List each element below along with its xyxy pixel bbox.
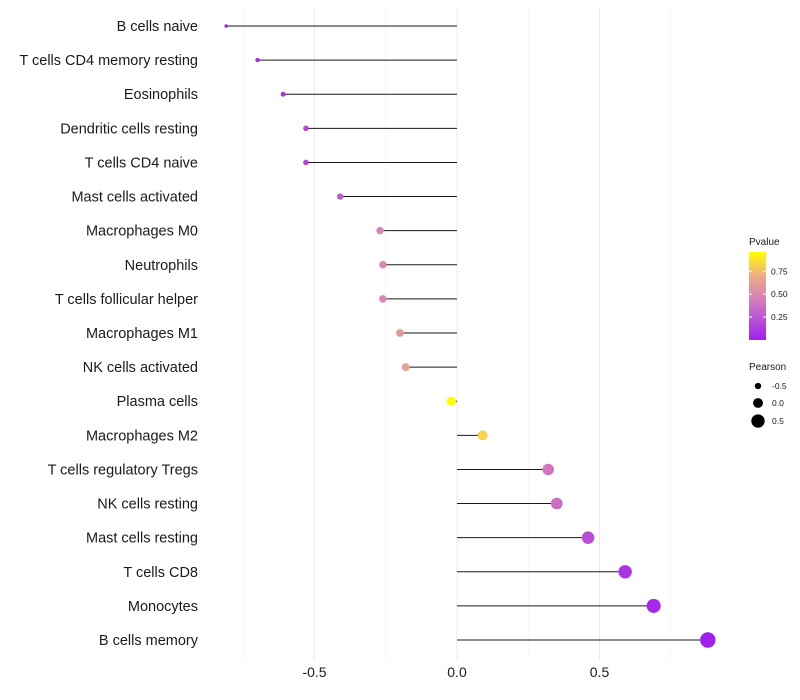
color-bar-ticks: 0.25 0.50 0.75 xyxy=(749,266,788,322)
size-legend-label: 0.0 xyxy=(772,398,784,408)
data-point xyxy=(224,24,228,28)
category-label: Dendritic cells resting xyxy=(60,121,198,137)
data-point xyxy=(550,497,563,510)
category-label: Macrophages M1 xyxy=(86,326,198,342)
color-bar-tick-label: 0.50 xyxy=(771,289,788,299)
category-label: NK cells resting xyxy=(97,497,198,513)
color-bar-tick-label: 0.25 xyxy=(771,312,788,322)
size-legend-label: -0.5 xyxy=(772,381,787,391)
x-tick-label: 0.5 xyxy=(590,664,610,680)
category-label: T cells CD4 naive xyxy=(85,155,198,171)
data-point xyxy=(379,261,387,269)
data-point xyxy=(280,91,286,97)
data-point xyxy=(700,632,716,648)
legend: Pvalue 0.25 0.50 0.75 Pearson -0.5 0.0 0.5 xyxy=(749,237,788,428)
data-point xyxy=(303,159,309,166)
data-point xyxy=(542,463,554,476)
stems xyxy=(226,25,708,641)
category-label: Plasma cells xyxy=(117,394,198,410)
category-label: T cells follicular helper xyxy=(55,292,198,308)
category-label: B cells memory xyxy=(99,633,199,649)
category-label: NK cells activated xyxy=(83,360,198,376)
legend-size-title: Pearson xyxy=(749,362,786,373)
x-tick-label: -0.5 xyxy=(302,664,326,680)
x-axis-ticks: -0.5 0.0 0.5 xyxy=(302,664,609,680)
data-point xyxy=(477,430,488,441)
size-legend-dot xyxy=(754,382,762,390)
size-legend-dot xyxy=(751,414,765,428)
category-label: B cells naive xyxy=(117,19,198,35)
category-label: T cells CD4 memory resting xyxy=(19,53,198,69)
data-point xyxy=(618,565,632,579)
color-bar-tick-label: 0.75 xyxy=(771,266,788,276)
data-point xyxy=(303,125,309,132)
category-label: T cells regulatory Tregs xyxy=(48,462,198,478)
category-label: Monocytes xyxy=(128,599,198,615)
data-point xyxy=(376,226,384,235)
data-point xyxy=(401,363,410,372)
category-label: Macrophages M0 xyxy=(86,224,198,240)
category-label: Macrophages M2 xyxy=(86,428,198,444)
data-point xyxy=(379,295,387,303)
size-legend-label: 0.5 xyxy=(772,416,784,426)
legend-color-title: Pvalue xyxy=(749,237,780,248)
points xyxy=(224,24,716,648)
data-point xyxy=(446,396,456,406)
color-bar xyxy=(749,252,766,340)
grid-lines xyxy=(242,8,672,660)
size-legend-items: -0.5 0.0 0.5 xyxy=(751,381,787,428)
x-tick-label: 0.0 xyxy=(447,664,467,680)
size-legend-dot xyxy=(753,398,763,408)
category-label: T cells CD8 xyxy=(123,565,198,581)
category-label: Eosinophils xyxy=(124,87,198,103)
data-point xyxy=(255,57,260,63)
category-label: Mast cells resting xyxy=(86,531,198,547)
category-label: Mast cells activated xyxy=(71,190,198,206)
category-labels: B cells naive T cells CD4 memory resting E… xyxy=(19,19,198,649)
category-label: Neutrophils xyxy=(125,258,198,274)
data-point xyxy=(336,193,344,200)
data-point xyxy=(581,531,595,544)
data-point xyxy=(396,329,404,337)
data-point xyxy=(646,598,661,613)
